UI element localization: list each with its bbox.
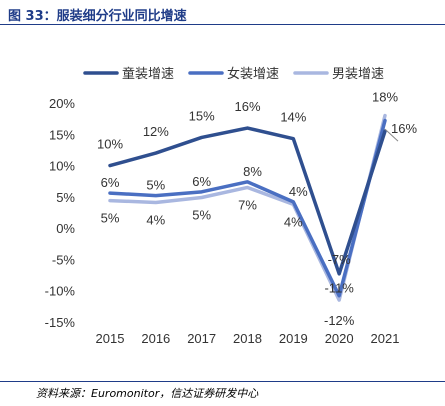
y-tick-label: 10% bbox=[49, 159, 75, 174]
data-label: 16% bbox=[391, 121, 417, 136]
label-leader-line bbox=[384, 128, 399, 142]
top-rule bbox=[0, 24, 445, 25]
x-axis: 2015 2016 2017 2018 2019 2020 2021 bbox=[96, 331, 400, 346]
y-tick-label: 0% bbox=[56, 221, 75, 236]
data-label: 12% bbox=[143, 124, 169, 139]
x-tick-label: 2021 bbox=[371, 331, 400, 346]
x-tick-label: 2016 bbox=[141, 331, 170, 346]
series-line bbox=[108, 126, 387, 276]
data-label: 8% bbox=[243, 164, 262, 179]
data-label: 14% bbox=[280, 110, 306, 125]
y-tick-label: 15% bbox=[49, 127, 75, 142]
data-label: 6% bbox=[192, 174, 211, 189]
x-tick-label: 2017 bbox=[187, 331, 216, 346]
y-tick-label: -5% bbox=[52, 252, 76, 267]
source-note: 资料来源：Euromonitor，信达证券研发中心 bbox=[36, 387, 259, 400]
y-tick-label: -15% bbox=[45, 315, 76, 330]
data-label: 5% bbox=[192, 207, 211, 222]
data-label: 15% bbox=[189, 108, 215, 123]
data-label: -7% bbox=[328, 252, 352, 267]
y-axis: 20% 15% 10% 5% 0% -5% -10% -15% bbox=[45, 96, 76, 330]
legend-entry: 女装增速 bbox=[227, 66, 279, 81]
y-tick-label: -10% bbox=[45, 284, 76, 299]
data-labels: 10% 12% 15% 16% 14% -7% 16% 6% 5% 6% 8% 4% -11% 5% 4% 5… bbox=[97, 90, 417, 329]
x-tick-label: 2015 bbox=[96, 331, 125, 346]
legend-entry: 童装增速 bbox=[122, 66, 174, 81]
legend: 童装增速 女装增速 男装增速 bbox=[83, 66, 384, 81]
series-lines bbox=[108, 113, 387, 302]
data-label: 6% bbox=[101, 175, 120, 190]
data-label: 10% bbox=[97, 137, 123, 152]
data-label: 4% bbox=[284, 214, 303, 229]
x-tick-label: 2018 bbox=[233, 331, 262, 346]
data-label: 16% bbox=[234, 99, 260, 114]
figure-title: 图 33：服装细分行业同比增速 bbox=[8, 9, 187, 24]
line-chart: 童装增速 女装增速 男装增速 20% 15% 10% 5% 0% -5% -10% -15% 20… bbox=[45, 66, 418, 346]
bottom-rule bbox=[0, 381, 445, 382]
data-label: -12% bbox=[324, 313, 355, 328]
legend-entry: 男装增速 bbox=[332, 66, 384, 81]
x-tick-label: 2019 bbox=[279, 331, 308, 346]
data-label: 18% bbox=[372, 90, 398, 105]
y-tick-label: 20% bbox=[49, 96, 75, 111]
data-label: 4% bbox=[146, 212, 165, 227]
y-tick-label: 5% bbox=[56, 190, 75, 205]
x-tick-label: 2020 bbox=[325, 331, 354, 346]
data-label: 5% bbox=[146, 178, 165, 193]
data-label: 5% bbox=[101, 211, 120, 226]
data-label: 4% bbox=[289, 184, 308, 199]
data-label: -11% bbox=[324, 281, 354, 296]
series-line bbox=[108, 118, 387, 298]
data-label: 7% bbox=[238, 197, 257, 212]
series-line bbox=[108, 113, 387, 302]
